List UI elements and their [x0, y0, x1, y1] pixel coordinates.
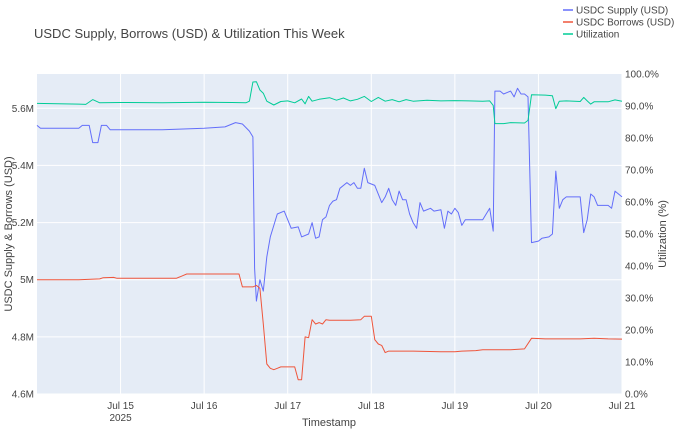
- y2-tick-label: 30.0%: [625, 294, 653, 305]
- legend[interactable]: USDC Supply (USD)USDC Borrows (USD)Utili…: [563, 6, 674, 41]
- y-tick-label: 5.6M: [12, 104, 34, 115]
- y-tick-label: 4.6M: [12, 390, 34, 401]
- x-tick-label: Jul 21: [609, 401, 636, 412]
- y2-tick-label: 80.0%: [625, 134, 653, 145]
- legend-label: USDC Borrows (USD): [576, 18, 674, 29]
- gridlines: [37, 74, 623, 395]
- x-tick-label: Jul 18: [358, 401, 385, 412]
- y2-tick-label: 0.0%: [625, 390, 648, 401]
- y2-tick-label: 50.0%: [625, 230, 653, 241]
- x-tick-year-label: 2025: [109, 413, 132, 424]
- legend-item-utilization[interactable]: Utilization: [563, 30, 619, 41]
- series-line-usdc-borrows-usd[interactable]: [37, 273, 623, 381]
- y2-tick-label: 60.0%: [625, 198, 653, 209]
- y-tick-label: 5M: [20, 275, 34, 286]
- y-axis-left: 4.6M 4.8M 5M 5.2M 5.4M 5.6M: [12, 104, 34, 401]
- y-tick-label: 4.8M: [12, 332, 34, 343]
- y-tick-label: 5.2M: [12, 218, 34, 229]
- x-tick-label: Jul 20: [525, 401, 552, 412]
- y-tick-label: 5.4M: [12, 161, 34, 172]
- y-axis-right: 0.0% 10.0% 20.0% 30.0% 40.0% 50.0% 60.0% 70.0% 8…: [625, 70, 659, 401]
- x-tick-label: Jul 19: [442, 401, 469, 412]
- chart-title: USDC Supply, Borrows (USD) & Utilization…: [34, 26, 345, 41]
- x-tick-label: Jul 16: [191, 401, 218, 412]
- series-line-utilization[interactable]: [36, 81, 623, 125]
- plot-area[interactable]: [37, 74, 622, 394]
- y2-tick-label: 10.0%: [625, 358, 653, 369]
- y2-tick-label: 40.0%: [625, 262, 653, 273]
- y-axis-title: USDC Supply & Borrows (USD): [3, 156, 15, 311]
- y2-tick-label: 70.0%: [625, 166, 653, 177]
- y2-tick-label: 20.0%: [625, 326, 653, 337]
- legend-item-usdc-borrows-usd[interactable]: USDC Borrows (USD): [563, 18, 674, 29]
- x-axis-title: Timestamp: [302, 417, 356, 429]
- y2-tick-label: 100.0%: [625, 70, 659, 81]
- series-line-usdc-supply-usd[interactable]: [36, 87, 623, 302]
- series-lines: [36, 81, 623, 381]
- y2-axis-title: Utilization (%): [657, 200, 669, 268]
- legend-item-usdc-supply-usd[interactable]: USDC Supply (USD): [563, 6, 668, 17]
- x-tick-label: Jul 15: [107, 401, 134, 412]
- legend-label: USDC Supply (USD): [576, 6, 668, 17]
- x-tick-label: Jul 17: [274, 401, 301, 412]
- legend-label: Utilization: [576, 30, 619, 41]
- y2-tick-label: 90.0%: [625, 102, 653, 113]
